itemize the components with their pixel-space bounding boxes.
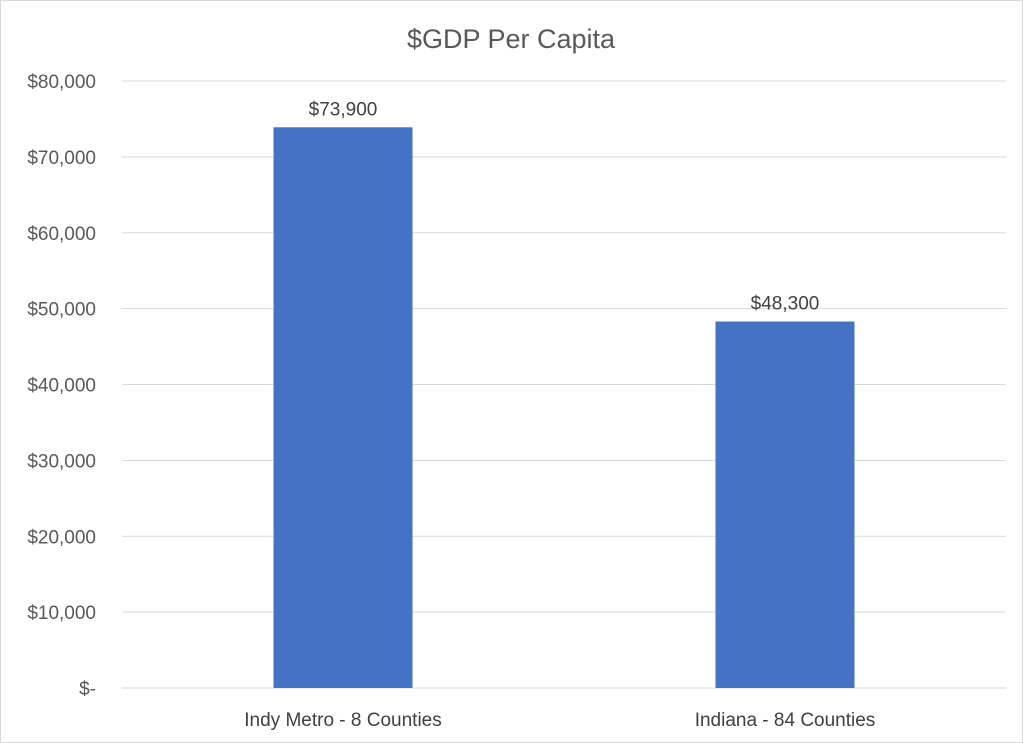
y-tick-label: $80,000 <box>27 72 96 93</box>
y-tick-label: $70,000 <box>27 148 96 169</box>
y-tick-label: $50,000 <box>27 300 96 321</box>
gridlines <box>122 80 1006 689</box>
y-axis-tick-labels: $- $10,000 $20,000 $30,000 $40,000 $50,000 $60… <box>27 72 96 700</box>
bar <box>273 127 413 688</box>
data-labels: $73,900 $48,300 <box>309 99 820 314</box>
bar <box>715 321 855 688</box>
y-tick-label: $30,000 <box>27 451 96 472</box>
y-tick-label: $40,000 <box>27 376 96 397</box>
y-tick-label: $- <box>79 679 96 700</box>
y-tick-label: $20,000 <box>27 527 96 548</box>
x-axis-category-labels: Indy Metro - 8 Counties Indiana - 84 Coun… <box>244 710 875 731</box>
y-tick-label: $10,000 <box>27 603 96 624</box>
chart-title: $GDP Per Capita <box>407 24 616 54</box>
y-tick-label: $60,000 <box>27 224 96 245</box>
category-label: Indiana - 84 Counties <box>695 710 876 731</box>
bar-data-label: $48,300 <box>751 294 820 315</box>
category-label: Indy Metro - 8 Counties <box>244 710 441 731</box>
bars <box>273 127 855 688</box>
bar-data-label: $73,900 <box>309 99 378 120</box>
